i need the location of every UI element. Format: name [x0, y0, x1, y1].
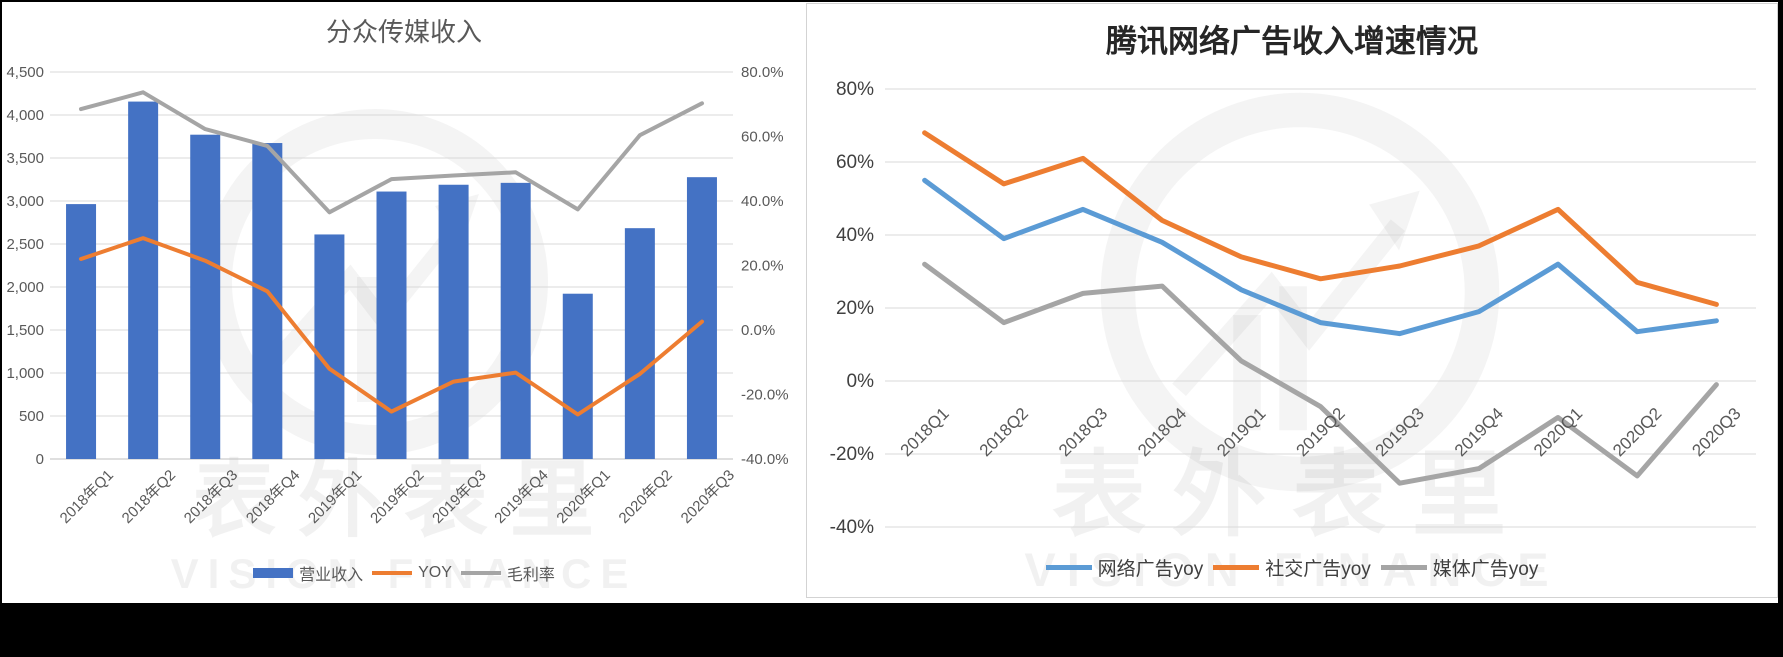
revenue-bar [66, 204, 97, 459]
revenue-bar [252, 143, 283, 459]
right-chart-x-category-label: 2018Q2 [976, 404, 1032, 460]
right-chart-y-tick-label: 60% [836, 152, 874, 173]
right-chart-y-tick-label: 20% [836, 298, 874, 319]
right-chart-y-tick-label: 80% [836, 79, 874, 100]
ad-yoy-line-series [922, 177, 1719, 337]
revenue-bar [314, 234, 345, 459]
yoy-line-series [79, 236, 704, 417]
legend-line-swatch-icon [372, 571, 413, 575]
right-chart-x-category-label: 2019Q4 [1451, 404, 1507, 460]
revenue-bar [438, 184, 469, 459]
revenue-bar [128, 101, 159, 460]
left-chart-x-category-label: 2019年Q2 [367, 467, 427, 527]
left-chart-y-tick-label: 2,500 [6, 236, 44, 253]
right-chart-title: 腾讯网络广告收入增速情况 [1106, 24, 1478, 59]
revenue-bar [686, 177, 717, 460]
legend-label: 营业收入 [299, 567, 364, 584]
left-chart-legend: 营业收入 YOY 毛利率 [2, 561, 806, 585]
left-chart-y-tick-label: 1,500 [6, 322, 44, 339]
legend-item: YOY [372, 564, 452, 582]
revenue-bar [376, 191, 407, 460]
ad-yoy-line-series [922, 261, 1719, 486]
legend-bar-swatch-icon [253, 568, 294, 578]
left-chart-secondary-tick-label: -40.0% [741, 451, 789, 468]
right-chart-x-category-label: 2018Q1 [897, 404, 953, 460]
left-chart-secondary-tick-label: 0.0% [741, 322, 775, 339]
left-chart-secondary-tick-label: 80.0% [741, 64, 784, 81]
left-chart-y-tick-label: 4,000 [6, 107, 44, 124]
right-chart-x-category-label: 2020Q3 [1688, 404, 1744, 460]
left-chart-x-category-label: 2019年Q1 [305, 467, 365, 527]
revenue-bar [562, 293, 593, 459]
left-chart-y-tick-label: 3,500 [6, 150, 44, 167]
legend-label: YOY [418, 564, 452, 581]
left-chart-x-category-label: 2019年Q4 [491, 467, 551, 527]
right-chart-y-tick-label: -40% [830, 517, 874, 538]
left-chart-y-tick-label: 500 [19, 408, 44, 425]
left-chart-secondary-tick-label: 40.0% [741, 193, 784, 210]
legend-item: 社交广告yoy [1213, 554, 1371, 581]
left-chart-y-tick-label: 1,000 [6, 365, 44, 382]
left-chart-title: 分众传媒收入 [325, 17, 482, 47]
legend-item: 网络广告yoy [1045, 554, 1204, 581]
figure-background [2, 2, 1778, 603]
left-chart-x-category-label: 2020年Q2 [616, 467, 676, 527]
left-chart-x-category-label: 2018年Q4 [243, 467, 303, 527]
watermark-arrow-icon [264, 218, 467, 373]
left-chart-x-category-label: 2018年Q1 [57, 467, 117, 527]
right-chart-y-tick-label: 40% [836, 225, 874, 246]
left-chart-x-category-label: 2020年Q3 [678, 467, 738, 527]
left-chart-x-category-label: 2018年Q3 [181, 467, 241, 527]
left-chart-x-category-label: 2020年Q1 [553, 467, 613, 527]
left-chart-secondary-tick-label: 20.0% [741, 258, 784, 275]
left-chart-y-tick-label: 4,500 [6, 64, 44, 81]
left-chart-y-tick-label: 2,000 [6, 279, 44, 296]
legend-line-swatch-icon [460, 571, 501, 575]
watermark-arrowhead-icon [1369, 190, 1420, 251]
left-chart-secondary-tick-label: -20.0% [741, 387, 789, 404]
legend-label: 毛利率 [506, 567, 555, 584]
revenue-bar [624, 228, 655, 459]
left-chart-x-category-label: 2018年Q2 [119, 467, 179, 527]
legend-label: 媒体广告yoy [1432, 558, 1539, 580]
legend-line-swatch-icon [1380, 564, 1427, 570]
right-chart-y-tick-label: -20% [830, 444, 874, 465]
revenue-bar [190, 134, 221, 459]
left-chart-y-tick-label: 3,000 [6, 193, 44, 210]
revenue-bar [500, 182, 531, 459]
ad-yoy-line-series [922, 130, 1719, 307]
left-chart-x-category-label: 2019年Q3 [429, 467, 489, 527]
right-chart-y-tick-label: 0% [847, 371, 875, 392]
legend-line-swatch-icon [1213, 564, 1260, 570]
left-chart-y-tick-label: 0 [36, 451, 44, 468]
legend-item: 毛利率 [460, 561, 555, 585]
left-chart-secondary-tick-label: 60.0% [741, 129, 784, 146]
legend-item: 媒体广告yoy [1380, 554, 1539, 581]
legend-item: 营业收入 [253, 561, 363, 585]
right-chart-legend: 网络广告yoy 社交广告yoy 媒体广告yoy [806, 551, 1778, 583]
right-panel-border [806, 3, 1778, 598]
watermark-logo-bar [1233, 315, 1261, 431]
legend-line-swatch-icon [1045, 564, 1092, 570]
legend-label: 网络广告yoy [1097, 558, 1204, 580]
legend-label: 社交广告yoy [1265, 558, 1371, 580]
gross-margin-line-series [79, 90, 704, 215]
right-chart-x-category-label: 2018Q3 [1055, 404, 1111, 460]
